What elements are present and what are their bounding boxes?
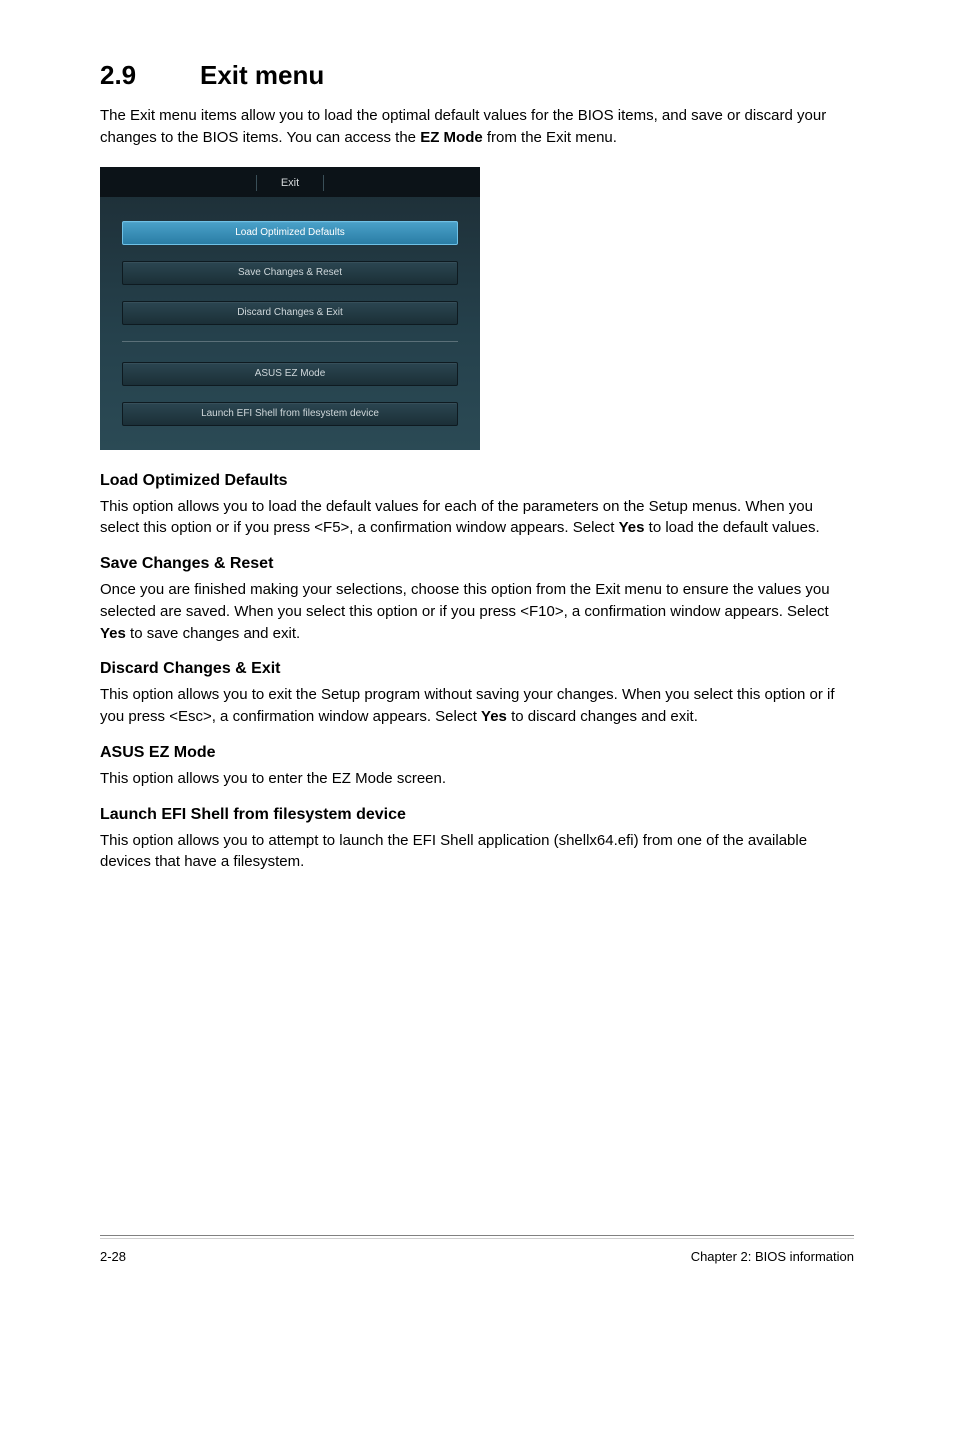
footer-chapter: Chapter 2: BIOS information — [691, 1249, 854, 1264]
bios-tab-exit[interactable]: Exit — [256, 175, 324, 191]
footer-page-number: 2-28 — [100, 1249, 126, 1264]
bios-divider — [122, 341, 458, 342]
section-text: to load the default values. — [644, 519, 819, 536]
section-title-load-optimized: Load Optimized Defaults — [100, 472, 854, 490]
page-footer: 2-28 Chapter 2: BIOS information — [100, 1235, 854, 1264]
section-text: Once you are finished making your select… — [100, 581, 830, 620]
heading-number: 2.9 — [100, 60, 200, 91]
bios-exit-panel: Exit Load Optimized Defaults Save Change… — [100, 167, 480, 450]
section-text-bold: Yes — [481, 708, 507, 725]
heading-title: Exit menu — [200, 60, 324, 90]
bios-button-label: Load Optimized Defaults — [235, 227, 345, 238]
bios-tab-row: Exit — [100, 167, 480, 197]
section-title-launch-efi: Launch EFI Shell from filesystem device — [100, 806, 854, 824]
section-body-asus-ez: This option allows you to enter the EZ M… — [100, 768, 854, 790]
bios-button-label: ASUS EZ Mode — [255, 368, 326, 379]
bios-button-label: Discard Changes & Exit — [237, 307, 343, 318]
bios-button-launch-efi-shell[interactable]: Launch EFI Shell from filesystem device — [122, 402, 458, 426]
bios-button-save-changes-reset[interactable]: Save Changes & Reset — [122, 261, 458, 285]
section-text-bold: Yes — [100, 625, 126, 642]
footer-row: 2-28 Chapter 2: BIOS information — [100, 1249, 854, 1264]
section-title-asus-ez: ASUS EZ Mode — [100, 744, 854, 762]
section-title-save-changes: Save Changes & Reset — [100, 555, 854, 573]
section-text: to save changes and exit. — [126, 625, 300, 642]
intro-text-bold: EZ Mode — [420, 129, 483, 146]
page-heading: 2.9Exit menu — [100, 60, 854, 91]
section-body-load-optimized: This option allows you to load the defau… — [100, 496, 854, 540]
bios-panel-body: Load Optimized Defaults Save Changes & R… — [100, 197, 480, 436]
section-title-discard-changes: Discard Changes & Exit — [100, 660, 854, 678]
document-page: 2.9Exit menu The Exit menu items allow y… — [0, 0, 954, 1300]
bios-button-label: Launch EFI Shell from filesystem device — [201, 408, 379, 419]
footer-divider — [100, 1235, 854, 1239]
bios-button-asus-ez-mode[interactable]: ASUS EZ Mode — [122, 362, 458, 386]
section-body-save-changes: Once you are finished making your select… — [100, 579, 854, 644]
bios-button-load-optimized-defaults[interactable]: Load Optimized Defaults — [122, 221, 458, 245]
bios-button-label: Save Changes & Reset — [238, 267, 342, 278]
section-text-bold: Yes — [619, 519, 645, 536]
section-text: to discard changes and exit. — [507, 708, 698, 725]
section-body-discard-changes: This option allows you to exit the Setup… — [100, 684, 854, 728]
bios-button-discard-changes-exit[interactable]: Discard Changes & Exit — [122, 301, 458, 325]
section-body-launch-efi: This option allows you to attempt to lau… — [100, 830, 854, 874]
section-text: This option allows you to exit the Setup… — [100, 686, 835, 725]
intro-text-post: from the Exit menu. — [483, 129, 617, 146]
intro-paragraph: The Exit menu items allow you to load th… — [100, 105, 854, 149]
